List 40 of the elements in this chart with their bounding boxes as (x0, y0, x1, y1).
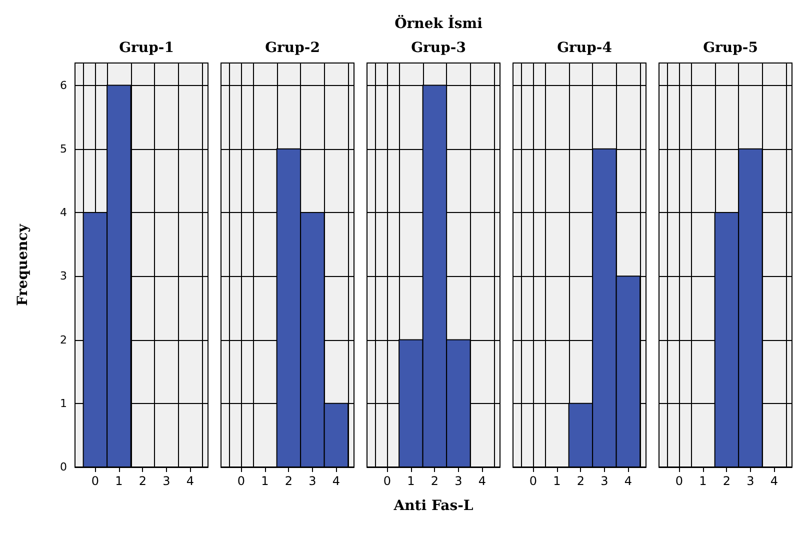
x-tick-label: 0 (237, 474, 246, 488)
x-tick-label: 2 (284, 474, 293, 488)
y-tick-label: 2 (60, 333, 67, 346)
chart-title: Grup-3 (411, 40, 466, 56)
x-tick-label: 4 (624, 474, 632, 488)
x-tick-label: 3 (746, 474, 754, 488)
x-tick-label: 2 (576, 474, 585, 488)
y-tick-label: 4 (60, 206, 67, 220)
x-tick-label: 2 (430, 474, 439, 488)
chart-title: Grup-5 (703, 40, 758, 56)
chart-title: Grup-4 (557, 40, 612, 56)
x-tick-label: 1 (115, 474, 123, 488)
x-tick-label: 4 (332, 474, 340, 488)
x-tick-label: 0 (91, 474, 100, 488)
y-tick-label: 5 (60, 142, 67, 156)
y-tick-label: 6 (60, 78, 67, 92)
x-tick-label: 3 (600, 474, 608, 488)
x-tick-label: 3 (308, 474, 316, 488)
x-tick-label: 4 (186, 474, 194, 488)
x-tick-label: 0 (529, 474, 538, 488)
x-tick-label: 1 (261, 474, 269, 488)
text: Örnek İsmi (394, 14, 482, 32)
y-tick-label: 3 (60, 270, 67, 283)
chart-title: Grup-2 (265, 40, 320, 56)
x-tick-label: 1 (699, 474, 707, 488)
x-tick-label: 0 (383, 474, 392, 488)
chart-title: Grup-1 (119, 40, 174, 56)
x-tick-label: 1 (407, 474, 415, 488)
y-tick-label: 0 (60, 460, 67, 474)
x-tick-label: 3 (454, 474, 462, 488)
x-tick-label: 3 (162, 474, 170, 488)
x-tick-label: 0 (675, 474, 684, 488)
x-tick-label: 2 (138, 474, 147, 488)
x-tick-label: 4 (478, 474, 486, 488)
x-axis-title: Anti Fas-L (392, 498, 474, 514)
x-tick-label: 1 (553, 474, 561, 488)
x-tick-label: 4 (770, 474, 778, 488)
y-axis-title: Frequency (15, 223, 31, 306)
y-tick-label: 1 (60, 396, 67, 410)
x-tick-label: 2 (722, 474, 731, 488)
